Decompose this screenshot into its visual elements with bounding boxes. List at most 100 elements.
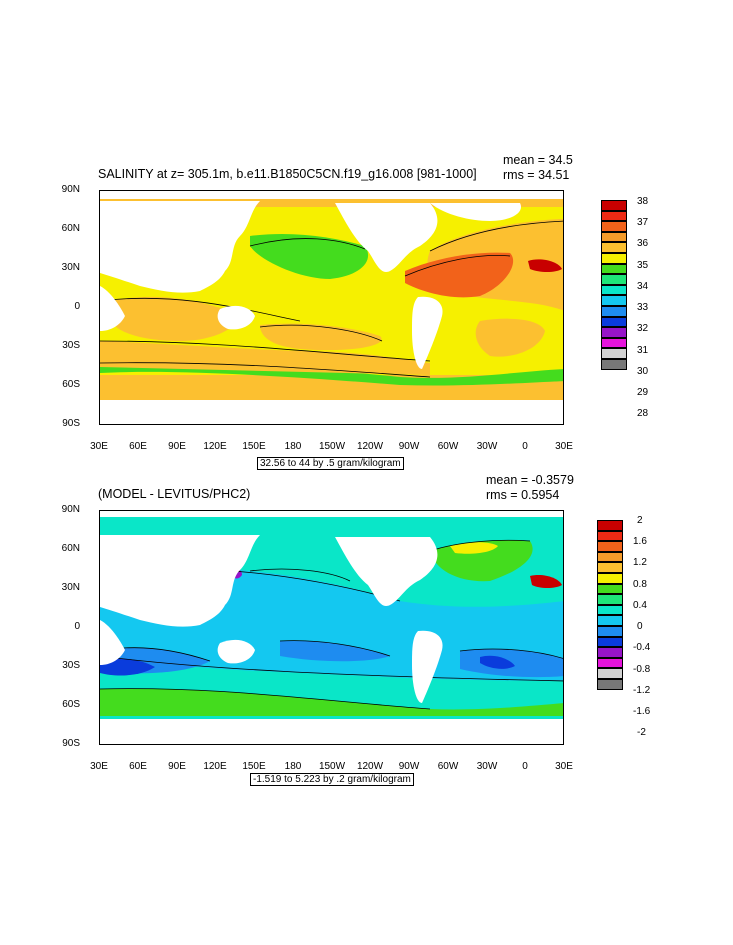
panel2-colorbar-swatch — [597, 647, 623, 658]
panel2-lon-tick: 120W — [356, 761, 384, 772]
panel2-lat-tick: 90S — [62, 738, 80, 749]
panel2-legend-label: -1.6 — [633, 706, 651, 717]
panel1-lon-tick: 0 — [522, 441, 528, 452]
panel1-colorbar-swatch — [601, 305, 627, 317]
panel2-title: (MODEL - LEVITUS/PHC2) — [98, 487, 251, 501]
panel2-lon-tick: 30E — [555, 761, 573, 772]
panel1-legend-label: 36 — [637, 238, 649, 249]
panel2-legend-label: -2 — [637, 727, 646, 738]
panel1-colorbar-swatch — [601, 200, 627, 211]
panel2-lon-tick: 150W — [318, 761, 346, 772]
panel1-lon-tick: 60W — [437, 441, 459, 452]
panel1-colorbar-swatch — [601, 221, 627, 232]
panel2-colorbar-swatch — [597, 583, 623, 595]
panel2-lat-tick: 60N — [61, 543, 80, 554]
panel2-map-svg — [100, 511, 563, 744]
panel1-colorbar — [601, 200, 627, 370]
panel2-colorbar-swatch — [597, 572, 623, 584]
panel2-lat-tick: 0 — [74, 621, 80, 632]
panel2-legend-label: 0.4 — [633, 600, 647, 611]
panel2-lon-tick: 150E — [242, 761, 266, 772]
panel1-legend-label: 33 — [637, 302, 649, 313]
panel2-rms: rms = 0.5954 — [486, 488, 560, 502]
panel2-lat-tick: 90N — [61, 504, 80, 515]
panel2-legend-label: 1.6 — [633, 536, 647, 547]
panel2-lat-tick: 60S — [62, 699, 80, 710]
panel1-lon-tick: 150E — [242, 441, 266, 452]
panel2-colorbar-swatch — [597, 562, 623, 573]
panel1-colorbar-swatch — [601, 252, 627, 264]
panel2-colorbar-swatch — [597, 604, 623, 616]
panel2-contour-note: -1.519 to 5.223 by .2 gram/kilogram — [250, 773, 414, 786]
panel2-lon-tick: 180 — [284, 761, 302, 772]
panel1-lon-tick: 180 — [284, 441, 302, 452]
panel1-legend-label: 28 — [637, 408, 649, 419]
panel1-lat-tick: 30N — [61, 262, 80, 273]
panel2-lon-tick: 0 — [522, 761, 528, 772]
panel2-lat-tick: 30N — [61, 582, 80, 593]
panel2-colorbar-swatch — [597, 636, 623, 648]
panel1-rms: rms = 34.51 — [503, 168, 570, 182]
panel1-title: SALINITY at z= 305.1m, b.e11.B1850C5CN.f… — [98, 167, 477, 181]
panel1-lon-tick: 90E — [168, 441, 186, 452]
panel2-colorbar — [597, 520, 623, 690]
panel1-lat-tick: 90N — [61, 184, 80, 195]
panel2-legend-label: -0.4 — [633, 642, 651, 653]
panel2-colorbar-swatch — [597, 615, 623, 626]
panel1-lat-tick: 30S — [62, 340, 80, 351]
panel1-colorbar-swatch — [601, 316, 627, 328]
panel1-legend-label: 34 — [637, 281, 649, 292]
panel2-colorbar-swatch — [597, 541, 623, 552]
panel2-lon-tick: 30W — [476, 761, 498, 772]
panel2-colorbar-swatch — [597, 594, 623, 605]
panel1-lat-tick: 0 — [74, 301, 80, 312]
panel2-colorbar-swatch — [597, 668, 623, 679]
panel2-legend-label: 1.2 — [633, 557, 647, 568]
panel1-legend-label: 35 — [637, 260, 649, 271]
panel2-legend-label: 0.8 — [633, 579, 647, 590]
panel2-lon-tick: 30E — [90, 761, 108, 772]
panel2-colorbar-swatch — [597, 678, 623, 690]
panel1-lon-tick: 30E — [90, 441, 108, 452]
panel1-legend-label: 29 — [637, 387, 649, 398]
panel1-colorbar-swatch — [601, 348, 627, 359]
panel1-colorbar-swatch — [601, 284, 627, 296]
panel1-legend-label: 37 — [637, 217, 649, 228]
panel1-lon-tick: 60E — [129, 441, 147, 452]
panel1-lon-tick: 150W — [318, 441, 346, 452]
panel1-colorbar-swatch — [601, 358, 627, 370]
panel1-lon-tick: 120E — [203, 441, 227, 452]
panel1-lon-tick: 30E — [555, 441, 573, 452]
panel2-lon-tick: 90E — [168, 761, 186, 772]
panel1-colorbar-swatch — [601, 295, 627, 306]
panel1-legend-label: 32 — [637, 323, 649, 334]
panel2-mean: mean = -0.3579 — [486, 473, 574, 487]
panel2-legend-label: -1.2 — [633, 685, 651, 696]
panel2-lon-tick: 60E — [129, 761, 147, 772]
panel1-contour-note: 32.56 to 44 by .5 gram/kilogram — [257, 457, 404, 470]
panel2-colorbar-swatch — [597, 657, 623, 669]
panel1-colorbar-swatch — [601, 210, 627, 222]
panel1-lon-tick: 90W — [398, 441, 420, 452]
panel1-colorbar-swatch — [601, 231, 627, 243]
panel1-lat-tick: 90S — [62, 418, 80, 429]
panel2-lon-tick: 90W — [398, 761, 420, 772]
panel1-colorbar-swatch — [601, 274, 627, 285]
panel1-lat-tick: 60S — [62, 379, 80, 390]
panel1-mean: mean = 34.5 — [503, 153, 573, 167]
panel1-map — [99, 190, 564, 425]
panel2-lat-tick: 30S — [62, 660, 80, 671]
panel1-colorbar-swatch — [601, 337, 627, 349]
panel2-colorbar-swatch — [597, 520, 623, 531]
panel1-legend-label: 38 — [637, 196, 649, 207]
panel1-colorbar-swatch — [601, 327, 627, 338]
panel2-legend-label: 2 — [637, 515, 643, 526]
panel1-colorbar-swatch — [601, 242, 627, 253]
panel1-legend-label: 31 — [637, 345, 649, 356]
panel1-legend-label: 30 — [637, 366, 649, 377]
panel2-colorbar-swatch — [597, 551, 623, 563]
panel2-lon-tick: 120E — [203, 761, 227, 772]
panel2-colorbar-swatch — [597, 625, 623, 637]
panel1-lat-tick: 60N — [61, 223, 80, 234]
panel2-legend-label: -0.8 — [633, 664, 651, 675]
